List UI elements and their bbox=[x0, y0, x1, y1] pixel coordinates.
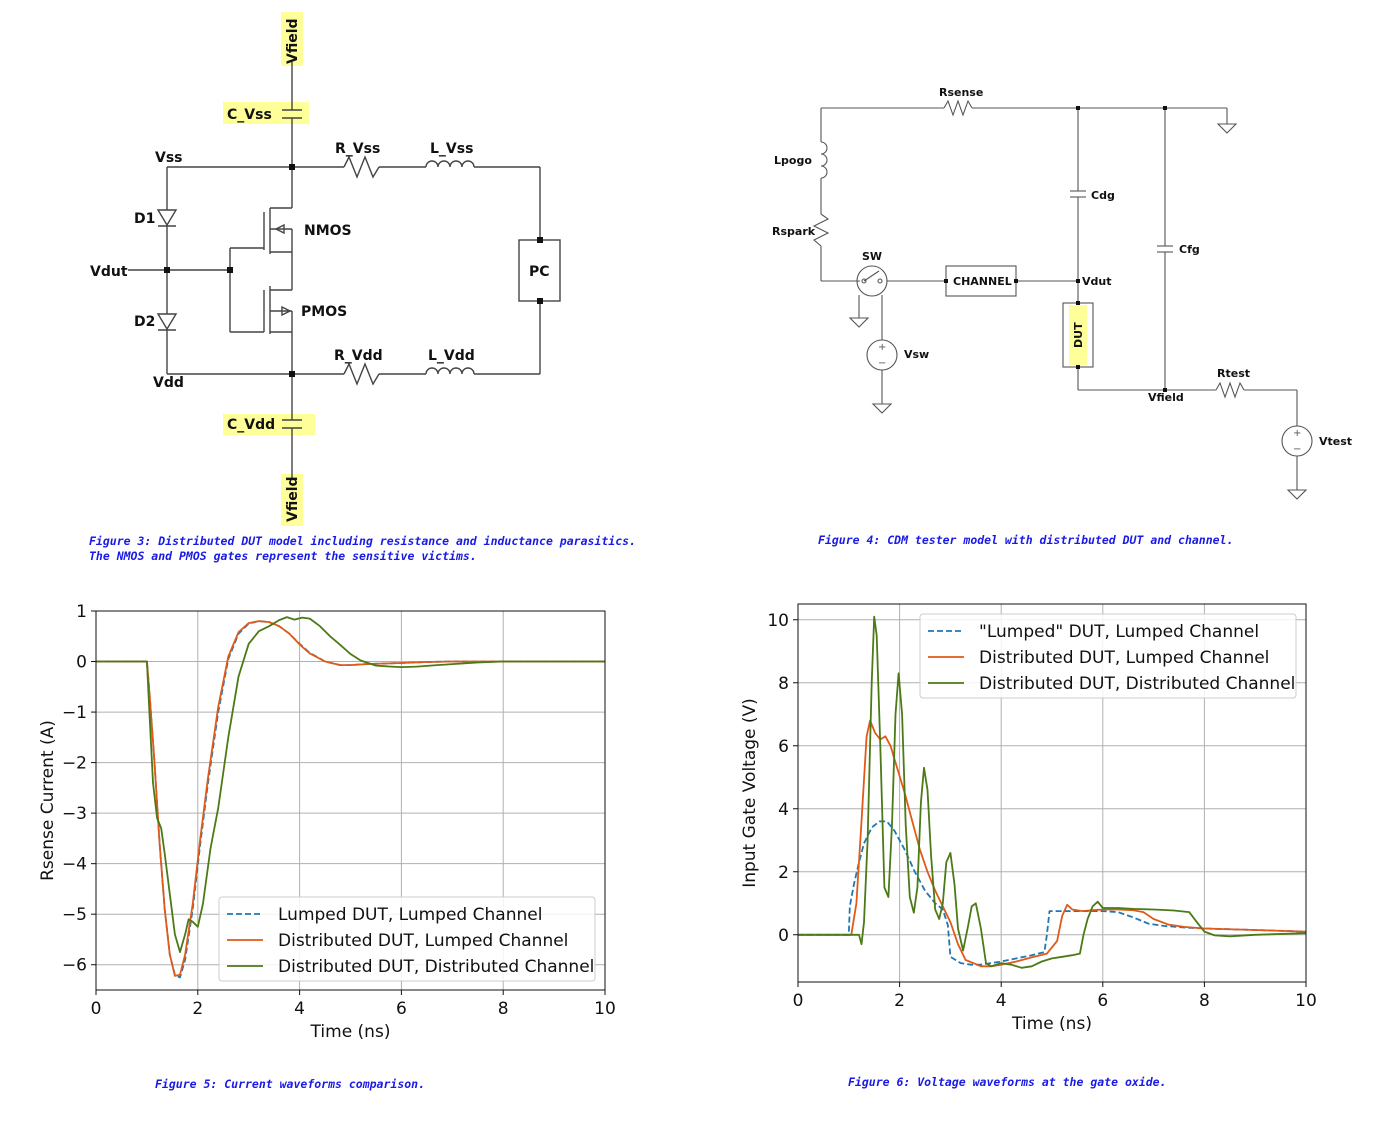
fig5-ylabel: Rsense Current (A) bbox=[38, 720, 58, 881]
figure3-caption-line1: Figure 3: Distributed DUT model includin… bbox=[89, 534, 636, 548]
fig5-series-2 bbox=[96, 616, 605, 953]
fig4-channel-label: CHANNEL bbox=[953, 275, 1012, 288]
fig4-vfield-label: Vfield bbox=[1148, 391, 1184, 404]
fig4-vtest-label: Vtest bbox=[1319, 435, 1352, 448]
fig6-plot: 0 2 4 6 8 10 0 2 4 6 8 10 Time (ns) Input Gate Voltag… bbox=[740, 603, 1317, 1034]
fig6-ytick-label-5: 10 bbox=[767, 611, 789, 631]
fig3-vdut-label: Vdut bbox=[90, 264, 128, 280]
fig6-series-0 bbox=[798, 820, 1307, 966]
fig6-xtick-label-3: 6 bbox=[1097, 991, 1108, 1011]
fig5-ytick-label-4: −3 bbox=[62, 804, 87, 824]
fig6-ylabel: Input Gate Voltage (V) bbox=[740, 698, 760, 888]
fig6-ytick-label-1: 2 bbox=[778, 863, 789, 883]
fig6-xtick-label-2: 4 bbox=[996, 991, 1007, 1011]
figure5-caption: Figure 5: Current waveforms comparison. bbox=[155, 1077, 426, 1091]
fig6-legend-label-2: Distributed DUT, Distributed Channel bbox=[979, 674, 1295, 694]
fig5-legend-box bbox=[218, 896, 596, 982]
fig5-xtick-label-4: 8 bbox=[498, 999, 509, 1019]
fig5-xtick-label-3: 6 bbox=[396, 999, 407, 1019]
fig5-ytick-label-3: −2 bbox=[62, 754, 87, 774]
fig6-frame bbox=[797, 603, 1307, 983]
fig5-ytick-label-6: −5 bbox=[62, 905, 87, 925]
fig5-legend-label-1: Distributed DUT, Lumped Channel bbox=[278, 931, 568, 951]
fig4-vsw-label: Vsw bbox=[904, 348, 929, 361]
fig3-l-vss-label: L_Vss bbox=[430, 141, 473, 157]
fig5-ytick-label-1: 0 bbox=[76, 653, 87, 673]
figure3-circuit: Vfield C_Vss Vss R_Vss L_Vss D1 NMOS Vdu… bbox=[90, 12, 561, 526]
fig6-ytick-label-4: 8 bbox=[778, 674, 789, 694]
fig6-series-2 bbox=[798, 615, 1307, 969]
svg-text:−: − bbox=[878, 358, 886, 369]
fig3-l-vdd-label: L_Vdd bbox=[428, 348, 475, 364]
fig6-legend: "Lumped" DUT, Lumped Channel Distributed … bbox=[919, 613, 1297, 699]
fig3-c-vss-label: C_Vss bbox=[227, 107, 272, 123]
fig4-rspark-label: Rspark bbox=[772, 225, 816, 238]
figure4-caption: Figure 4: CDM tester model with distribu… bbox=[818, 533, 1234, 547]
svg-text:−: − bbox=[1293, 444, 1301, 455]
fig3-d2-label: D2 bbox=[134, 314, 155, 330]
fig6-xtick-label-1: 2 bbox=[894, 991, 905, 1011]
fig5-xtick-label-1: 2 bbox=[192, 999, 203, 1019]
fig6-xtick-label-5: 10 bbox=[1295, 991, 1317, 1011]
fig3-vdd-label: Vdd bbox=[153, 375, 184, 391]
fig4-cdg-label: Cdg bbox=[1091, 189, 1115, 202]
fig5-xtick-label-5: 10 bbox=[594, 999, 616, 1019]
fig6-ytick-label-3: 6 bbox=[778, 737, 789, 757]
fig3-nmos-label: NMOS bbox=[304, 223, 352, 239]
fig3-pmos-label: PMOS bbox=[301, 304, 347, 320]
fig4-lpogo-label: Lpogo bbox=[774, 154, 812, 167]
fig3-c-vdd-label: C_Vdd bbox=[227, 417, 275, 433]
fig3-r-vss-label: R_Vss bbox=[335, 141, 380, 157]
fig4-cfg-label: Cfg bbox=[1179, 243, 1200, 256]
fig5-frame bbox=[95, 610, 606, 991]
svg-text:+: + bbox=[1293, 428, 1301, 439]
fig5-legend-label-2: Distributed DUT, Distributed Channel bbox=[278, 957, 594, 977]
fig5-xtick-label-2: 4 bbox=[294, 999, 305, 1019]
fig4-dut-label: DUT bbox=[1072, 322, 1085, 348]
fig5-ytick-label-7: −6 bbox=[62, 956, 87, 976]
fig6-xtick-label-4: 8 bbox=[1199, 991, 1210, 1011]
fig6-ytick-label-0: 0 bbox=[778, 926, 789, 946]
fig5-xtick-label-0: 0 bbox=[91, 999, 102, 1019]
fig5-ytick-label-5: −4 bbox=[62, 855, 87, 875]
fig6-legend-label-0: "Lumped" DUT, Lumped Channel bbox=[979, 622, 1259, 642]
fig6-legend-box bbox=[919, 613, 1297, 699]
fig5-xlabel: Time (ns) bbox=[310, 1022, 391, 1042]
fig3-vss-label: Vss bbox=[155, 150, 183, 166]
fig3-vfield-top-label: Vfield bbox=[285, 18, 301, 64]
fig6-xlabel: Time (ns) bbox=[1011, 1014, 1092, 1034]
fig4-sw-label: SW bbox=[862, 250, 882, 263]
figure6-caption: Figure 6: Voltage waveforms at the gate … bbox=[848, 1075, 1167, 1089]
fig5-legend: Lumped DUT, Lumped Channel Distributed DU… bbox=[218, 896, 596, 982]
fig4-vdut-label: Vdut bbox=[1082, 275, 1111, 288]
fig6-legend-label-1: Distributed DUT, Lumped Channel bbox=[979, 648, 1269, 668]
fig4-rsense-label: Rsense bbox=[939, 86, 983, 99]
fig6-xtick-label-0: 0 bbox=[793, 991, 804, 1011]
fig4-rtest-label: Rtest bbox=[1217, 367, 1250, 380]
fig6-series-1 bbox=[798, 719, 1307, 968]
figure4-circuit: + − + − Rsense Lpogo Cdg Rspark SW CHANN… bbox=[772, 86, 1352, 500]
figure3-caption-line2: The NMOS and PMOS gates represent the se… bbox=[89, 549, 477, 563]
fig5-ytick-label-2: −1 bbox=[62, 703, 87, 723]
fig5-ytick-label-0: 1 bbox=[76, 602, 87, 622]
fig5-series-1 bbox=[96, 620, 605, 977]
svg-text:+: + bbox=[878, 342, 886, 353]
fig3-pc-label: PC bbox=[529, 264, 550, 280]
fig5-legend-label-0: Lumped DUT, Lumped Channel bbox=[278, 905, 542, 925]
fig3-d1-label: D1 bbox=[134, 211, 155, 227]
fig6-ytick-label-2: 4 bbox=[778, 800, 789, 820]
fig3-r-vdd-label: R_Vdd bbox=[334, 348, 383, 364]
fig3-vfield-bottom-label: Vfield bbox=[285, 476, 301, 522]
